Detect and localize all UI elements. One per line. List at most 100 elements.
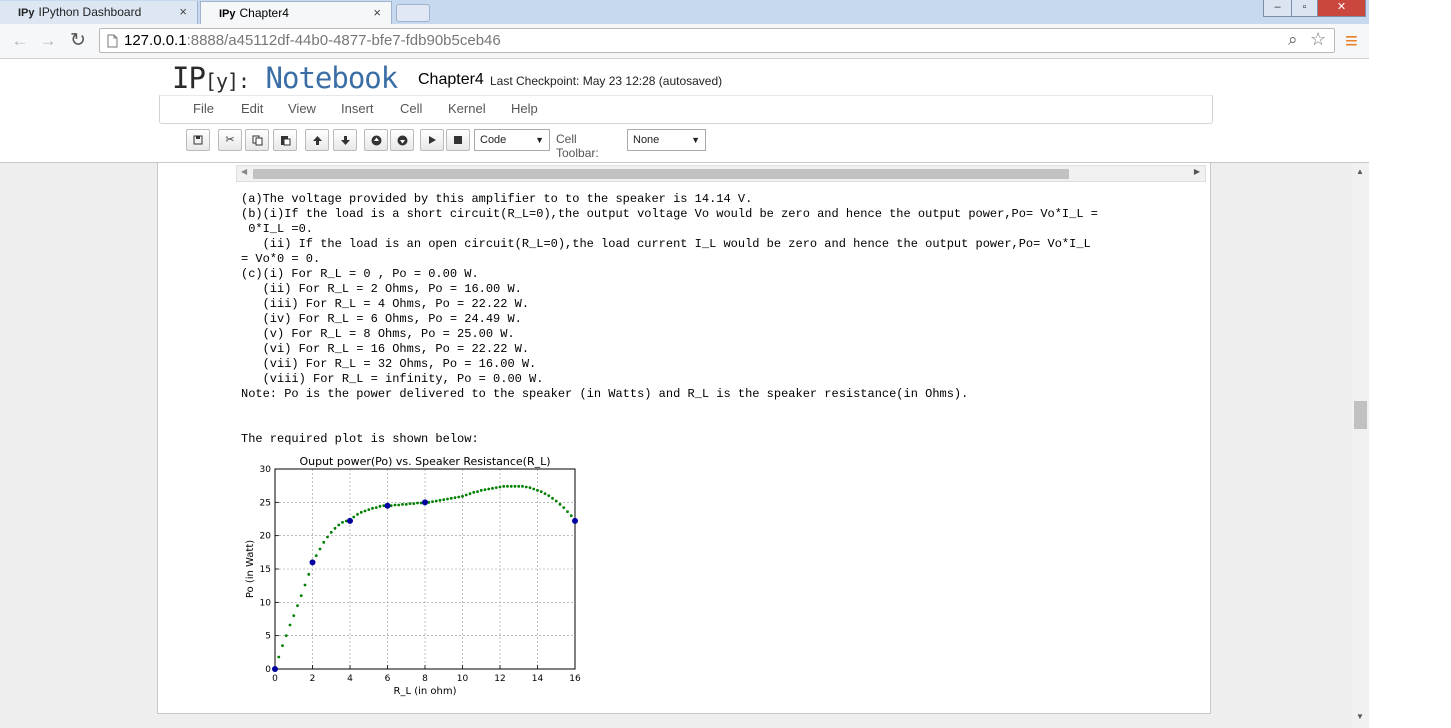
checkpoint-status: Last Checkpoint: May 23 12:28 (autosaved… [490,74,723,88]
copy-button[interactable] [245,129,269,151]
tab-label: IPython Dashboard [38,5,142,19]
x-tick-label: 12 [494,674,505,684]
scroll-right-icon[interactable]: ▶ [1193,167,1200,176]
small-data-point [517,484,521,488]
output-line: (viii) For R_L = infinity, Po = 0.00 W. [241,372,544,386]
run-cell-button[interactable] [420,129,444,151]
notebook-menubar: File Edit View Insert Cell Kernel Help [159,95,1213,124]
small-data-point [382,504,386,508]
small-data-point [329,530,333,534]
y-tick-label: 5 [265,632,271,642]
cell-toolbar-select[interactable]: None ▼ [627,129,706,151]
reload-button[interactable]: ↻ [70,30,86,51]
tab-ipython-dashboard[interactable]: IPy IPython Dashboard × [0,1,198,24]
output-horizontal-scrollbar[interactable]: ◀ ▶ [236,165,1206,182]
small-data-point [412,502,416,506]
menu-edit[interactable]: Edit [241,101,264,116]
output-plot: Ouput power(Po) vs. Speaker Resistance(R… [245,455,581,697]
small-data-point [318,547,322,551]
dropdown-arrow-icon: ▼ [535,135,544,145]
move-up-button[interactable] [305,129,329,151]
small-data-point [457,495,461,499]
minimize-button[interactable]: – [1263,0,1292,17]
vertical-scroll-thumb[interactable] [1354,401,1367,429]
small-data-point [367,508,371,512]
small-data-point [566,510,569,514]
x-tick-label: 16 [569,674,581,684]
small-data-point [333,526,337,530]
move-down-button[interactable] [333,129,357,151]
cut-button[interactable]: ✂ [218,129,242,151]
small-data-point [506,484,509,488]
chart-axis-ticks: 0 2 4 6 8 10 12 14 16 0 5 10 15 20 25 30 [260,465,581,684]
paste-button[interactable] [273,129,297,151]
notebook-name[interactable]: Chapter4 [418,71,484,88]
tab-label: Chapter4 [239,6,289,20]
large-data-point [422,499,428,506]
small-data-point [532,487,536,491]
close-tab-icon[interactable]: × [179,4,187,19]
small-data-point [393,503,397,507]
series-large-dots [272,499,578,672]
back-button[interactable]: ← [11,31,29,50]
insert-below-button[interactable] [390,129,414,151]
horizontal-scroll-thumb[interactable] [253,169,1069,179]
scroll-up-icon[interactable]: ▲ [1356,167,1364,176]
close-window-button[interactable]: ✕ [1317,0,1366,17]
menu-view[interactable]: View [288,101,316,116]
window-margin [1369,0,1451,728]
chrome-menu-icon[interactable]: ≡ [1345,28,1358,53]
tab-chapter4[interactable]: IPy Chapter4 × [200,1,392,24]
small-data-point [341,520,344,524]
arrow-down-icon [340,136,350,145]
menu-kernel[interactable]: Kernel [448,101,486,116]
small-data-point [288,623,292,627]
output-line: Note: Po is the power delivered to the s… [241,387,969,401]
ipython-notebook-logo[interactable]: IP[y]: Notebook [172,61,399,95]
maximize-button[interactable]: ▫ [1291,0,1318,17]
menu-cell[interactable]: Cell [400,101,423,116]
insert-above-button[interactable] [364,129,388,151]
small-data-point [419,501,423,505]
close-tab-icon[interactable]: × [373,5,381,20]
cell-output-text: (a)The voltage provided by this amplifie… [241,192,1201,447]
forward-button[interactable]: → [39,31,57,50]
small-data-point [397,503,401,507]
x-tick-label: 6 [385,674,391,684]
small-data-point [434,499,438,503]
scroll-down-icon[interactable]: ▼ [1356,712,1364,721]
small-data-point [427,500,431,504]
url-text[interactable]: 127.0.0.1:8888/a45112df-44b0-4877-bfe7-f… [124,32,501,49]
search-icon[interactable]: ⌕ [1288,30,1298,49]
small-data-point [352,515,356,519]
small-data-point [356,512,359,516]
small-data-point [521,484,524,488]
small-data-point [378,504,382,508]
small-data-point [374,506,378,510]
new-tab-button[interactable] [396,4,430,22]
logo-notebook: Notebook [249,61,399,95]
small-data-point [337,523,341,527]
menu-insert[interactable]: Insert [341,101,374,116]
bookmark-star-icon[interactable]: ☆ [1310,29,1327,49]
small-data-point [453,496,457,500]
small-data-point [472,490,476,494]
small-data-point [363,509,367,513]
menu-file[interactable]: File [193,101,214,116]
output-line: (b)(i)If the load is a short circuit(R_L… [241,207,1098,221]
large-data-point [272,666,278,672]
x-tick-label: 8 [422,674,428,684]
interrupt-kernel-button[interactable] [446,129,470,151]
output-line: (ii) If the load is an open circuit(R_L=… [241,237,1091,251]
small-data-point [389,504,393,508]
scroll-left-icon[interactable]: ◀ [241,167,248,176]
arrow-up-icon [312,136,322,145]
small-data-point [509,484,513,488]
page-vertical-scrollbar[interactable]: ▲ ▼ [1352,163,1369,728]
menu-help[interactable]: Help [511,101,538,116]
save-button[interactable] [186,129,210,151]
small-data-point [491,486,494,490]
notebook-header: IP[y]: Notebook Chapter4 Last Checkpoint… [0,59,1369,163]
cell-type-select[interactable]: Code ▼ [474,129,550,151]
address-bar[interactable]: 127.0.0.1:8888/a45112df-44b0-4877-bfe7-f… [99,28,1335,53]
